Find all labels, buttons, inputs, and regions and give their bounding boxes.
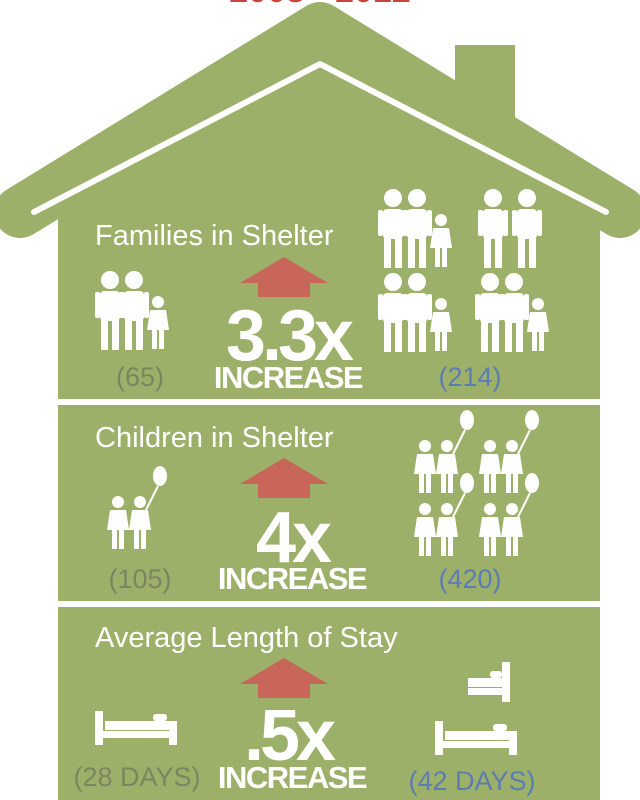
page: {"header": {"title": "2008 - 2012"}, "se…: [0, 0, 640, 800]
before-value: (105): [108, 564, 171, 594]
after-value: (42 DAYS): [408, 766, 535, 796]
increase-label: INCREASE: [218, 760, 367, 795]
increase-label: INCREASE: [218, 561, 367, 596]
infographic: 2008 - 2012 Families in Shelter 3.3x INC…: [0, 0, 640, 800]
section-title: Families in Shelter: [95, 220, 334, 252]
section-title: Children in Shelter: [95, 422, 334, 454]
after-value: (420): [438, 564, 501, 594]
before-value: (65): [116, 362, 164, 392]
after-value: (214): [438, 362, 501, 392]
increase-label: INCREASE: [214, 360, 363, 395]
before-value: (28 DAYS): [73, 762, 200, 792]
section-title: Average Length of Stay: [95, 622, 398, 654]
